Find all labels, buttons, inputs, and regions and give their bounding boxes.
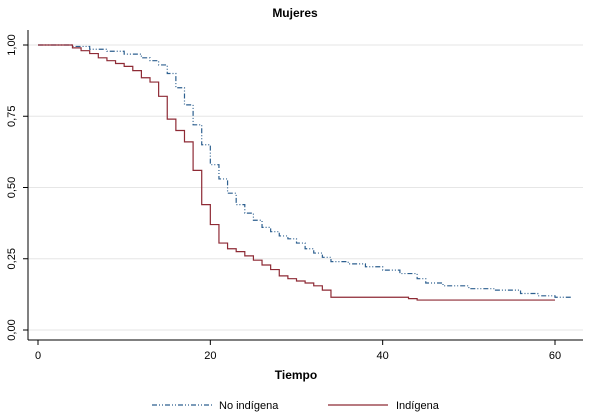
series-layer: [38, 44, 573, 301]
grid-lines: [28, 44, 583, 331]
x-tick-label: 20: [204, 350, 216, 362]
y-tick-label: 0,00: [6, 319, 18, 340]
chart-title: Mujeres: [272, 6, 318, 20]
y-tick-label: 0,25: [6, 248, 18, 269]
x-tick-label: 0: [35, 350, 41, 362]
x-tick-label: 60: [549, 350, 561, 362]
legend-label-no-indigena: No indígena: [219, 400, 279, 412]
x-axis-ticks: 0 20 40 60: [35, 340, 561, 362]
legend: No indígena Indígena: [152, 400, 440, 412]
legend-label-indigena: Indígena: [396, 400, 440, 412]
x-axis-label: Tiempo: [275, 368, 317, 382]
y-tick-label: 1,00: [6, 34, 18, 55]
series-line-indigena: [38, 44, 555, 301]
y-tick-label: 0,50: [6, 177, 18, 198]
y-tick-label: 0,75: [6, 106, 18, 127]
x-tick-label: 40: [377, 350, 389, 362]
y-axis-ticks: 0,00 0,25 0,50 0,75 1,00: [6, 34, 28, 341]
series-line-no-indigena: [38, 44, 573, 298]
